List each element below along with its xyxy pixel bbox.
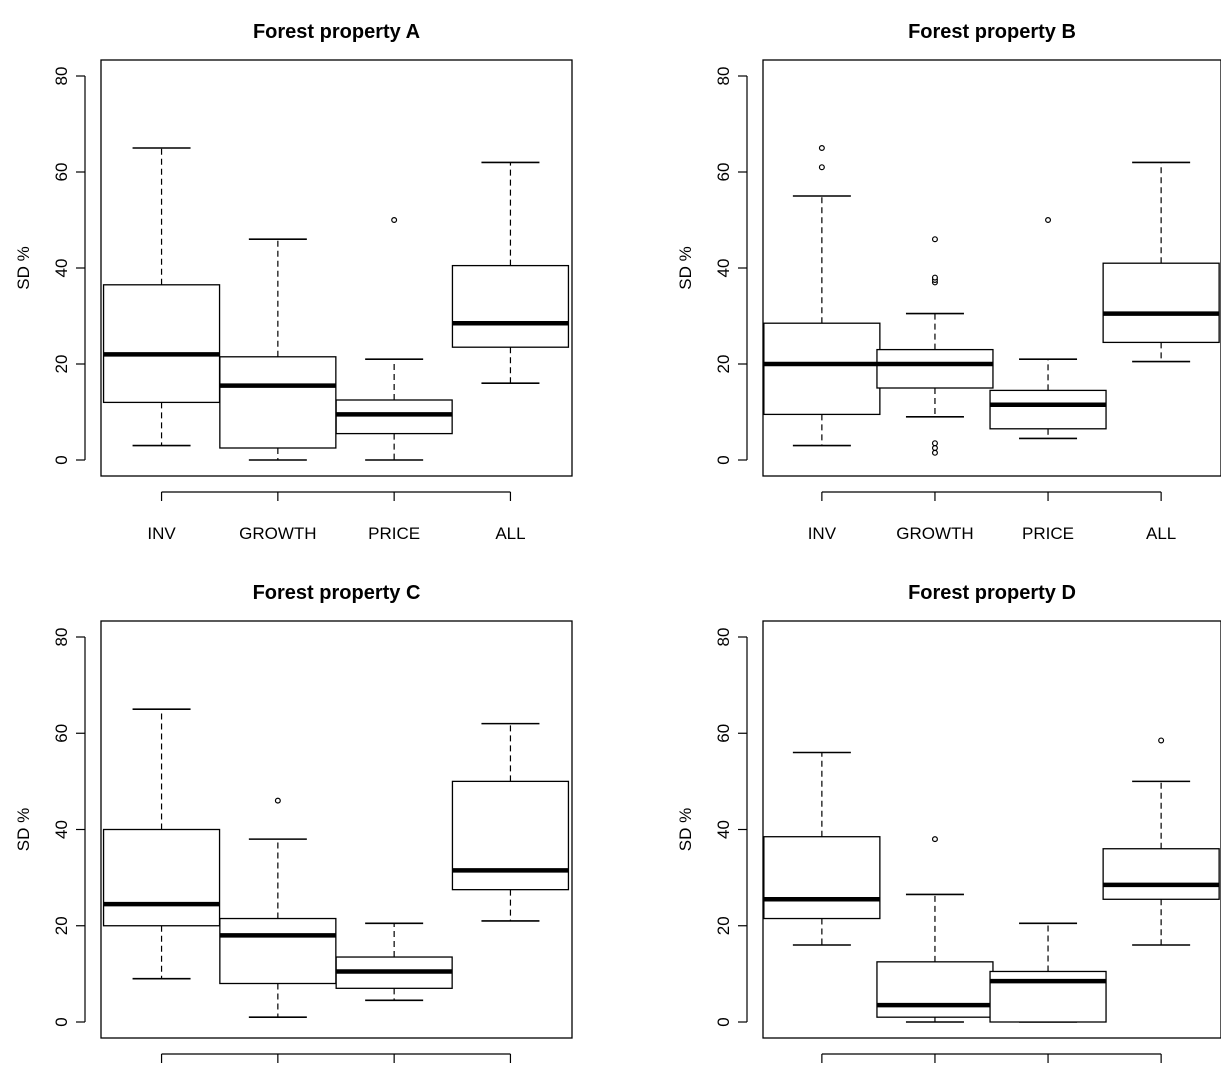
y-tick-label: 80 [714,67,733,86]
y-axis-title: SD % [14,246,33,289]
box-growth [876,836,994,1023]
y-tick-label: 20 [52,916,71,935]
box-inv [763,751,881,946]
chart-title: Forest property A [253,21,420,43]
x-tick-label: PRICE [368,524,420,543]
y-tick-label: 80 [52,67,71,86]
y-axis-title: SD % [14,808,33,851]
outlier-point [931,440,938,447]
box-price [335,922,453,1002]
outlier-point [931,449,938,456]
y-tick-label: 40 [714,820,733,839]
y-axis-title: SD % [676,808,695,851]
y-tick-label: 0 [52,455,71,464]
y-tick-label: 80 [714,628,733,647]
box-inv [102,147,221,447]
box-growth [876,236,994,456]
x-tick-label: INV [808,524,837,543]
y-tick-label: 20 [714,916,733,935]
iqr-box [989,389,1107,430]
y-tick-label: 60 [52,724,71,743]
y-tick-label: 60 [714,163,733,182]
outlier-point [931,274,938,281]
y-tick-label: 0 [52,1017,71,1026]
plot-frame [100,620,573,1039]
chart-title: Forest property B [908,21,1076,43]
box-all [451,161,570,385]
iqr-box [1102,848,1220,900]
outlier-point [818,145,825,152]
iqr-box [102,828,221,927]
y-tick-label: 20 [714,355,733,374]
iqr-box [763,322,881,416]
y-axis-title: SD % [676,246,695,289]
y-tick-label: 20 [52,355,71,374]
iqr-box [876,348,994,389]
x-tick-label: GROWTH [896,524,973,543]
outlier-point [391,217,398,224]
iqr-box [1102,262,1220,344]
box-price [989,217,1107,440]
outlier-point [931,836,938,843]
box-all [1102,737,1220,946]
y-tick-label: 60 [52,163,71,182]
x-tick-label: GROWTH [239,524,316,543]
box-growth [219,797,337,1018]
outlier-point [931,236,938,243]
y-tick-label: 80 [52,628,71,647]
y-tick-label: 40 [714,259,733,278]
iqr-box [335,399,453,435]
y-tick-label: 0 [714,1017,733,1026]
iqr-box [876,961,994,1018]
iqr-box [451,264,570,348]
outlier-point [1158,737,1165,744]
iqr-box [219,356,337,449]
outlier-point [818,164,825,171]
box-price [989,922,1107,1023]
box-growth [219,238,337,461]
outlier-point [274,797,281,804]
box-all [451,722,570,922]
x-tick-label: PRICE [1022,524,1074,543]
iqr-box [219,917,337,985]
chart-title: Forest property C [253,582,421,604]
iqr-box [451,780,570,891]
iqr-box [102,284,221,404]
x-tick-label: ALL [495,524,525,543]
outlier-point [1045,217,1052,224]
chart-title: Forest property D [908,582,1076,604]
plot-frame [762,620,1221,1039]
chart-panel: Forest property B 0 20 40 60 80 SD % INV GROWTH P… [676,21,1221,543]
box-all [1102,161,1220,363]
y-tick-label: 40 [52,820,71,839]
y-tick-label: 60 [714,724,733,743]
box-inv [763,145,881,447]
x-tick-label: INV [147,524,176,543]
plot-frame [762,59,1221,477]
y-tick-label: 40 [52,259,71,278]
box-inv [102,708,221,980]
y-tick-label: 0 [714,455,733,464]
iqr-box [763,836,881,920]
plot-frame [100,59,573,477]
chart-panel: Forest property A 0 20 40 60 80 SD % INV GROWTH P… [14,21,573,543]
outlier-point [931,445,938,452]
x-tick-label: ALL [1146,524,1176,543]
box-price [335,217,453,461]
